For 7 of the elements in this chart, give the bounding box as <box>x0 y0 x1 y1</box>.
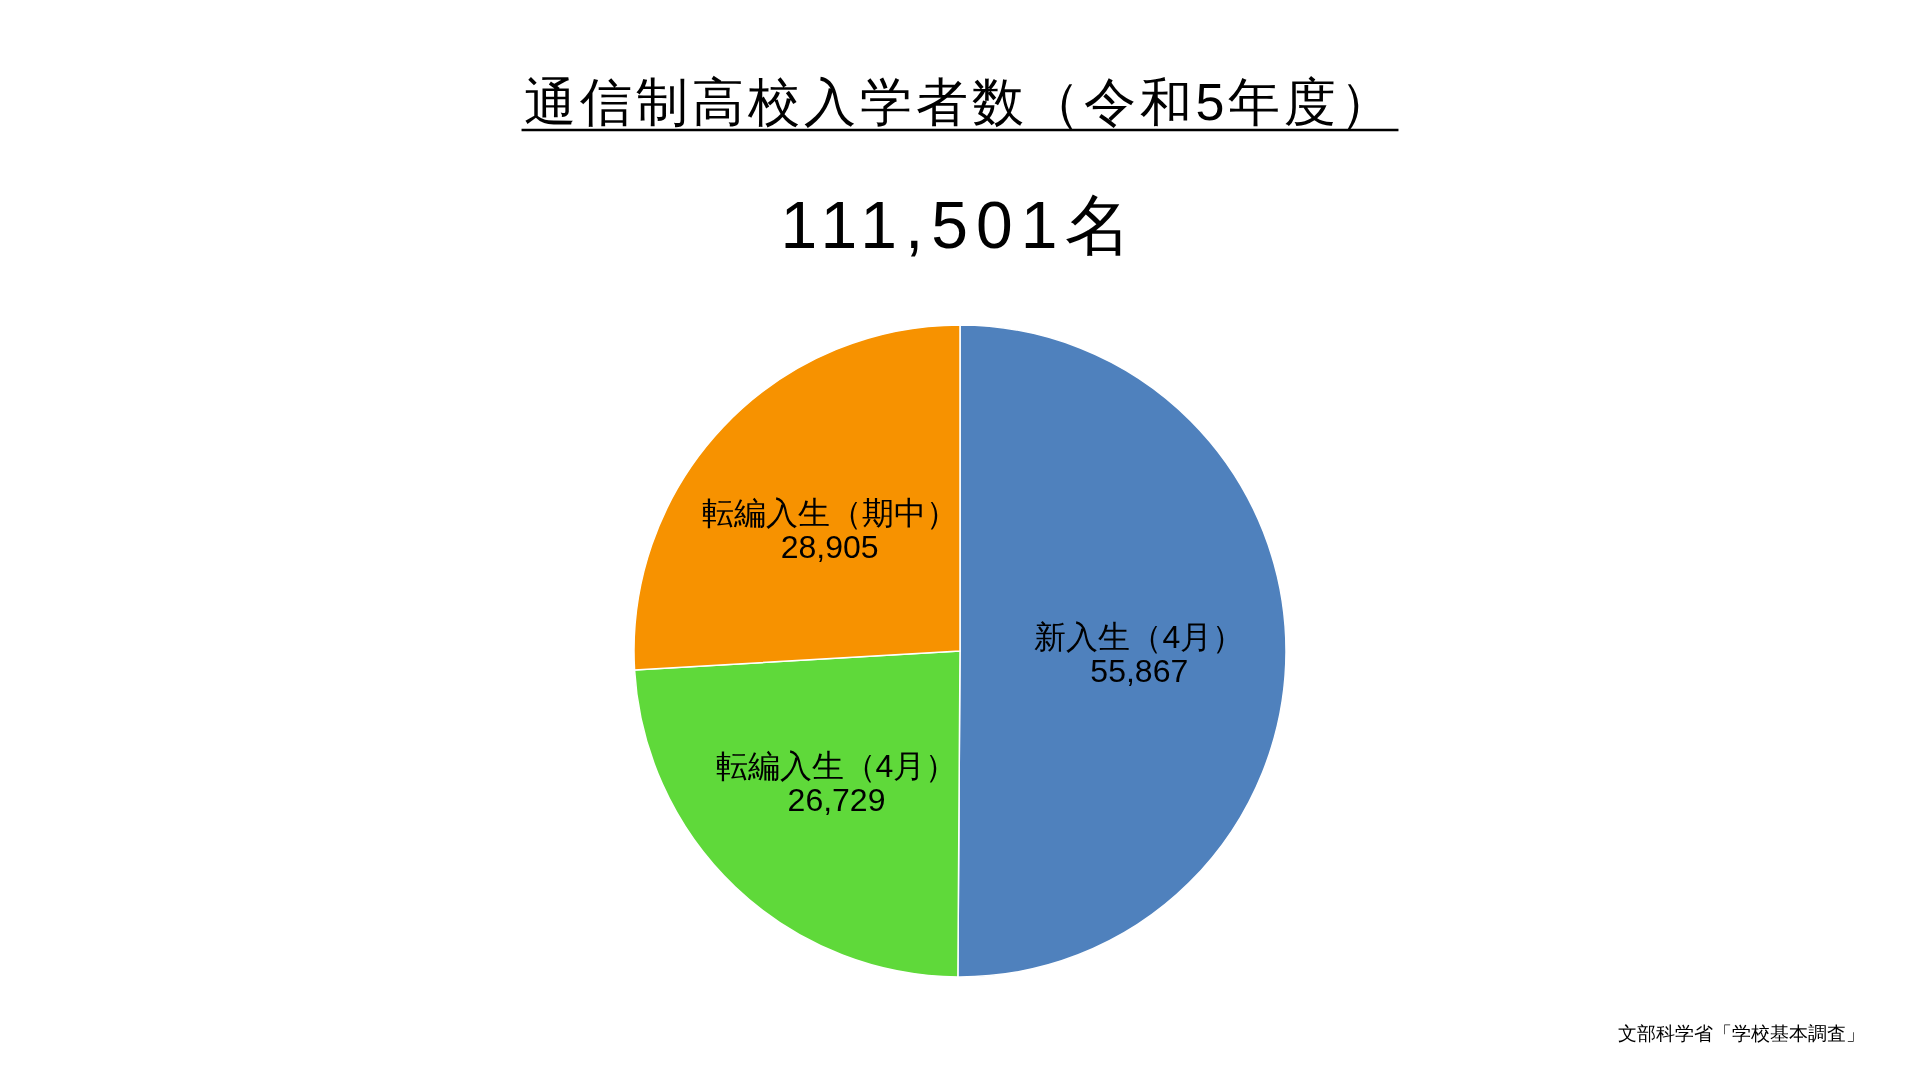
chart-subtitle: 111,501名 <box>780 188 1140 262</box>
slice-label: 転編入生（期中） <box>701 494 958 531</box>
slice-label: 新入生（4月） <box>1034 618 1245 655</box>
data-label: 26,729 <box>787 782 886 818</box>
slice-label: 転編入生（4月） <box>715 748 958 784</box>
chart-title: 通信制高校入学者数（令和5年度） <box>523 73 1397 131</box>
text: 文部科学省「学校基本調査」 <box>1618 1023 1865 1044</box>
